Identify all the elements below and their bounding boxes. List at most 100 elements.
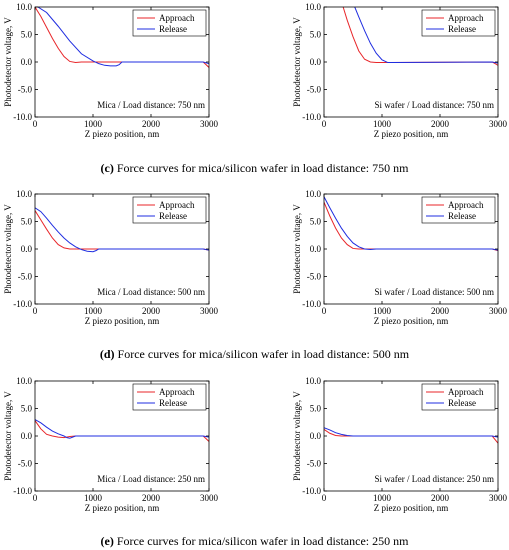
y-tick-label: 5.0 bbox=[21, 217, 33, 227]
legend-label-approach: Approach bbox=[448, 387, 484, 397]
y-tick-label: 0.0 bbox=[310, 57, 322, 67]
y-tick-label: -5.0 bbox=[18, 459, 33, 469]
x-tick-label: 2000 bbox=[431, 119, 450, 129]
y-tick-label: 0.0 bbox=[310, 244, 322, 254]
legend-label-release: Release bbox=[448, 398, 476, 408]
x-axis-label: Z piezo position, nm bbox=[374, 503, 449, 513]
x-tick-label: 0 bbox=[33, 306, 38, 316]
x-tick-label: 3000 bbox=[489, 493, 508, 503]
y-axis-label: Photodetector voltage, V bbox=[3, 17, 13, 107]
x-tick-label: 2000 bbox=[142, 119, 161, 129]
legend-box bbox=[421, 196, 496, 224]
panel-annotation: Mica / Load distance: 750 nm bbox=[97, 100, 205, 110]
legend-box bbox=[132, 383, 207, 411]
series-line-release bbox=[354, 7, 498, 64]
x-axis-label: Z piezo position, nm bbox=[374, 129, 449, 139]
chart-panel-1: 0 1000 2000 3000 -10.0 -5.0 0.0 5.0 10.0 Z piezo … bbox=[3, 2, 219, 139]
caption-d-letter: (d) bbox=[99, 347, 115, 361]
x-axis-label: Z piezo position, nm bbox=[85, 129, 160, 139]
y-axis-label: Photodetector voltage, V bbox=[292, 204, 302, 294]
y-tick-label: 10.0 bbox=[305, 2, 321, 12]
x-axis-label: Z piezo position, nm bbox=[374, 316, 449, 326]
caption-d-text: Force curves for mica/silicon wafer in l… bbox=[114, 347, 410, 361]
x-tick-label: 1000 bbox=[84, 493, 103, 503]
legend-label-release: Release bbox=[159, 211, 187, 221]
x-tick-label: 0 bbox=[322, 119, 327, 129]
legend-label-release: Release bbox=[448, 211, 476, 221]
x-tick-label: 0 bbox=[33, 493, 38, 503]
panel-annotation: Si wafer / Load distance: 250 nm bbox=[375, 474, 494, 484]
y-tick-label: 10.0 bbox=[16, 376, 32, 386]
x-tick-label: 3000 bbox=[489, 119, 508, 129]
x-tick-label: 2000 bbox=[431, 493, 450, 503]
chart-panel-4: 0 1000 2000 3000 -10.0 -5.0 0.0 5.0 10.0 Z piezo … bbox=[292, 189, 508, 326]
legend-label-approach: Approach bbox=[159, 13, 195, 23]
x-tick-label: 2000 bbox=[142, 493, 161, 503]
caption-c-letter: (c) bbox=[100, 161, 114, 175]
x-tick-label: 0 bbox=[33, 119, 38, 129]
y-tick-label: -5.0 bbox=[307, 272, 322, 282]
x-tick-label: 3000 bbox=[200, 119, 219, 129]
chart-panel-5: 0 1000 2000 3000 -10.0 -5.0 0.0 5.0 10.0 Z piezo … bbox=[3, 376, 219, 513]
caption-e: (e) Force curves for mica/silicon wafer … bbox=[0, 534, 509, 549]
y-tick-label: 0.0 bbox=[21, 244, 33, 254]
y-tick-label: 0.0 bbox=[21, 431, 33, 441]
y-tick-label: 5.0 bbox=[21, 30, 33, 40]
chart-panel-3: 0 1000 2000 3000 -10.0 -5.0 0.0 5.0 10.0 Z piezo … bbox=[3, 189, 219, 326]
panel-annotation: Mica / Load distance: 250 nm bbox=[97, 474, 205, 484]
series-line-approach bbox=[35, 420, 209, 442]
y-tick-label: 5.0 bbox=[310, 30, 322, 40]
y-tick-label: -10.0 bbox=[302, 486, 321, 496]
caption-c-text: Force curves for mica/silicon wafer in l… bbox=[113, 161, 409, 175]
x-tick-label: 2000 bbox=[431, 306, 450, 316]
legend-box bbox=[132, 9, 207, 37]
x-axis-label: Z piezo position, nm bbox=[85, 503, 160, 513]
legend-box bbox=[421, 383, 496, 411]
legend-label-approach: Approach bbox=[159, 387, 195, 397]
x-tick-label: 1000 bbox=[84, 306, 103, 316]
x-tick-label: 1000 bbox=[373, 493, 392, 503]
caption-c: (c) Force curves for mica/silicon wafer … bbox=[0, 161, 509, 176]
x-tick-label: 1000 bbox=[373, 306, 392, 316]
y-tick-label: -10.0 bbox=[302, 112, 321, 122]
y-tick-label: 10.0 bbox=[305, 376, 321, 386]
y-tick-label: -5.0 bbox=[307, 85, 322, 95]
panel-annotation: Mica / Load distance: 500 nm bbox=[97, 287, 205, 297]
caption-e-letter: (e) bbox=[100, 534, 114, 548]
y-tick-label: 10.0 bbox=[305, 189, 321, 199]
legend-label-release: Release bbox=[159, 398, 187, 408]
y-axis-label: Photodetector voltage, V bbox=[3, 391, 13, 481]
y-tick-label: -5.0 bbox=[18, 85, 33, 95]
y-tick-label: 5.0 bbox=[310, 404, 322, 414]
y-tick-label: 10.0 bbox=[16, 189, 32, 199]
x-tick-label: 0 bbox=[322, 306, 327, 316]
legend-label-approach: Approach bbox=[159, 200, 195, 210]
legend-box bbox=[132, 196, 207, 224]
y-tick-label: 10.0 bbox=[16, 2, 32, 12]
x-tick-label: 1000 bbox=[373, 119, 392, 129]
legend-label-approach: Approach bbox=[448, 200, 484, 210]
y-axis-label: Photodetector voltage, V bbox=[3, 204, 13, 294]
y-tick-label: -5.0 bbox=[307, 459, 322, 469]
legend-label-release: Release bbox=[159, 24, 187, 34]
y-tick-label: -10.0 bbox=[13, 486, 32, 496]
series-line-release bbox=[37, 7, 209, 67]
caption-d: (d) Force curves for mica/silicon wafer … bbox=[0, 347, 509, 362]
x-tick-label: 0 bbox=[322, 493, 327, 503]
chart-panel-2: 0 1000 2000 3000 -10.0 -5.0 0.0 5.0 10.0 Z piezo … bbox=[292, 2, 508, 139]
legend-label-release: Release bbox=[448, 24, 476, 34]
x-tick-label: 3000 bbox=[489, 306, 508, 316]
y-tick-label: -10.0 bbox=[13, 299, 32, 309]
series-line-release bbox=[35, 207, 209, 253]
y-tick-label: 0.0 bbox=[21, 57, 33, 67]
x-axis-label: Z piezo position, nm bbox=[85, 316, 160, 326]
y-tick-label: -10.0 bbox=[13, 112, 32, 122]
x-tick-label: 3000 bbox=[200, 306, 219, 316]
y-axis-label: Photodetector voltage, V bbox=[292, 391, 302, 481]
series-line-release bbox=[324, 427, 498, 438]
x-tick-label: 3000 bbox=[200, 493, 219, 503]
y-tick-label: -5.0 bbox=[18, 272, 33, 282]
series-line-release bbox=[35, 419, 209, 439]
y-tick-label: 0.0 bbox=[310, 431, 322, 441]
series-line-release bbox=[324, 196, 498, 251]
